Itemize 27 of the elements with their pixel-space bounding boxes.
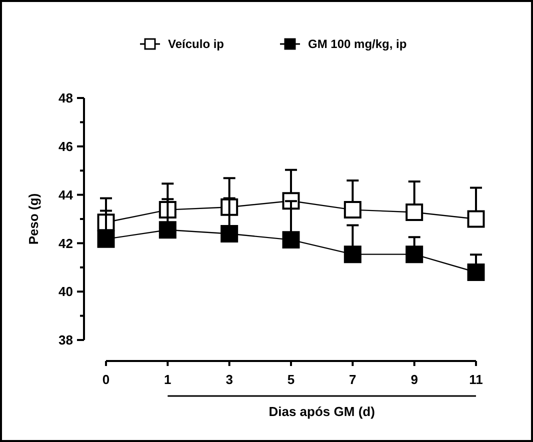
point (97, 230, 115, 248)
y-tick-label: 48 (58, 90, 73, 106)
y-tick-label: 42 (58, 236, 73, 251)
y-axis-title: Peso (g) (26, 193, 41, 245)
y-tick-label: 40 (58, 284, 73, 300)
point (467, 210, 485, 228)
point (158, 221, 176, 239)
point (344, 201, 362, 219)
y-tick-label: 46 (58, 138, 73, 154)
legend-label: Veículo ip (168, 37, 224, 52)
point (467, 263, 485, 281)
point (406, 203, 424, 221)
x-tick-label: 5 (287, 372, 295, 387)
point (282, 231, 300, 249)
point (406, 246, 424, 264)
legend-label: GM 100 mg/kg, ip (308, 37, 407, 52)
x-tick-label: 0 (102, 372, 110, 387)
point (344, 246, 362, 264)
y-tick-label: 44 (58, 187, 74, 202)
x-axis-title: Dias após GM (d) (268, 404, 375, 419)
x-tick-label: 1 (164, 372, 172, 387)
x-tick-label: 9 (410, 372, 418, 387)
x-tick-label: 11 (469, 372, 483, 387)
y-tick-label: 38 (58, 332, 73, 348)
point (220, 225, 238, 243)
x-tick-label: 3 (226, 372, 233, 387)
x-tick-label: 7 (349, 372, 356, 387)
